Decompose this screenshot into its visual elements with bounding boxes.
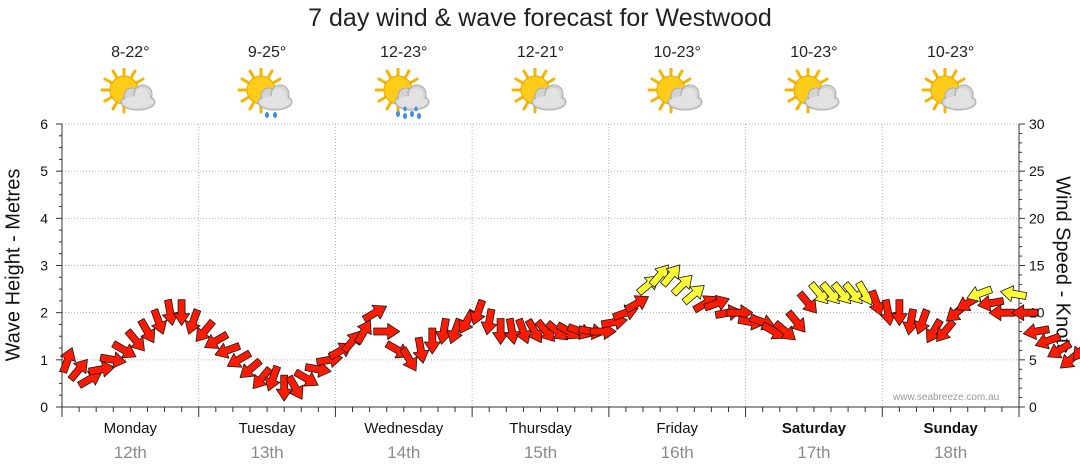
wind-arrow <box>226 349 253 368</box>
day-name: Sunday <box>923 420 978 437</box>
wind-arrow <box>195 318 216 342</box>
wind-arrow <box>1022 323 1050 340</box>
day-name: Thursday <box>509 420 572 437</box>
temperature-range: 10-23° <box>790 44 838 61</box>
wind-arrow <box>173 299 191 327</box>
partly-cloudy-icon <box>784 68 840 114</box>
wind-arrow <box>879 298 897 326</box>
day-date: 14th <box>387 443 421 462</box>
y-tick-label-left: 0 <box>40 399 48 415</box>
wind-arrow <box>913 308 931 335</box>
wind-arrow <box>936 318 957 342</box>
wind-arrow <box>264 364 281 392</box>
wind-arrow <box>285 374 304 400</box>
wind-arrow <box>204 331 230 349</box>
wind-arrow <box>1034 332 1062 350</box>
y-tick-label-left: 6 <box>40 116 48 132</box>
wind-arrow <box>341 330 362 354</box>
day-date: 12th <box>113 443 147 462</box>
wind-arrow <box>150 308 168 335</box>
temperature-range: 9-25° <box>247 44 287 61</box>
wind-arrow <box>423 327 441 355</box>
wind-arrow <box>469 298 486 326</box>
temperature-range: 10-23° <box>653 44 701 61</box>
wind-arrow <box>1000 285 1028 302</box>
y-tick-label-left: 3 <box>40 258 48 274</box>
wind-arrow <box>214 342 242 359</box>
day-name: Monday <box>103 420 158 437</box>
partly-cloudy-showers-icon <box>237 68 293 118</box>
wind-arrow <box>239 357 263 379</box>
wind-arrow <box>361 304 387 323</box>
temperature-range: 10-23° <box>926 44 975 61</box>
wind-arrow <box>660 264 681 288</box>
y-tick-label-left: 4 <box>40 210 48 226</box>
temperature-range: 12-23° <box>380 44 428 61</box>
wind-arrow <box>293 368 319 387</box>
day-date: 13th <box>250 443 284 462</box>
chart-title: 7 day wind & wave forecast for Westwood <box>308 4 772 32</box>
wind-arrow <box>77 370 103 389</box>
wind-arrow <box>966 285 993 303</box>
day-date: 17th <box>797 443 831 462</box>
wind-arrow <box>67 358 88 382</box>
wind-arrow <box>772 320 796 341</box>
wind-arrow <box>492 318 510 345</box>
wind-arrow <box>703 294 730 312</box>
day-name: Wednesday <box>364 420 444 437</box>
wind-arrow <box>988 304 1016 322</box>
y-tick-label-left: 2 <box>40 305 48 321</box>
y-tick-label-left: 5 <box>40 163 48 179</box>
y-tick-label-right: 0 <box>1029 399 1037 415</box>
y-tick-label-right: 5 <box>1029 352 1037 368</box>
day-name: Tuesday <box>238 420 296 437</box>
wind-arrow <box>785 309 806 333</box>
wind-arrow <box>1011 304 1039 322</box>
wind-arrow <box>623 295 649 314</box>
wind-arrow <box>412 336 430 364</box>
wind-arrow <box>99 351 127 369</box>
y-tick-label-left: 1 <box>40 352 48 368</box>
wind-arrow <box>275 374 293 402</box>
day-date: 15th <box>523 443 558 462</box>
partly-cloudy-icon <box>647 68 703 114</box>
wind-arrow <box>399 346 418 372</box>
wind-arrow <box>353 319 372 345</box>
wind-arrow <box>137 318 156 344</box>
partly-cloudy-rain-icon <box>374 68 430 119</box>
y-tick-label-right: 30 <box>1029 116 1045 132</box>
wind-arrow <box>670 274 693 297</box>
wind-arrow <box>88 360 116 378</box>
wind-arrow <box>373 323 401 340</box>
wind-arrow <box>184 308 202 335</box>
y-tick-label-right: 20 <box>1029 210 1045 226</box>
wind-arrow <box>1072 337 1080 361</box>
day-name: Saturday <box>781 420 847 437</box>
partly-cloudy-icon <box>921 68 977 114</box>
wind-arrow <box>1047 340 1073 359</box>
wind-arrow <box>111 340 137 359</box>
wind-arrow <box>480 308 498 336</box>
wind-arrow <box>162 298 179 326</box>
wind-arrow <box>681 285 705 306</box>
wind-arrow <box>977 295 1005 312</box>
partly-cloudy-icon <box>511 68 566 114</box>
wind-arrow <box>891 299 908 327</box>
y-tick-label-right: 15 <box>1029 258 1045 274</box>
temperature-range: 8-22° <box>111 44 150 61</box>
wind-arrow <box>59 347 76 374</box>
day-date: 16th <box>660 443 694 462</box>
day-date: 18th <box>934 443 968 462</box>
watermark: www.seabreeze.com.au <box>893 392 1000 403</box>
partly-cloudy-icon <box>100 68 156 114</box>
y-tick-label-right: 25 <box>1029 163 1045 179</box>
temperature-range: 12-21° <box>516 44 565 61</box>
day-name: Friday <box>656 420 699 437</box>
